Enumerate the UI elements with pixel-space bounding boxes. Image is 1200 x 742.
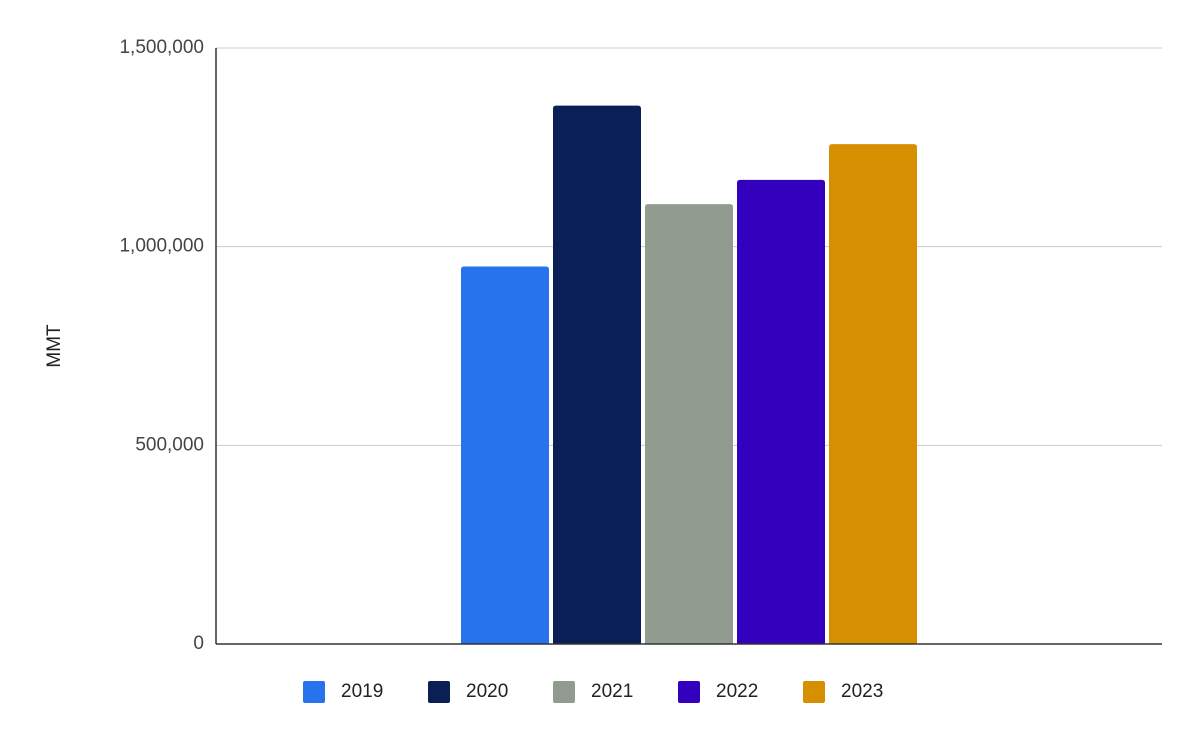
legend-swatch-2023	[803, 681, 825, 703]
legend-swatch-2020	[428, 681, 450, 703]
legend-swatch-2022	[678, 681, 700, 703]
y-tick-label: 0	[193, 633, 204, 654]
legend-swatch-2019	[303, 681, 325, 703]
y-tick-labels: 0 500,000 1,000,000 1,500,000	[119, 37, 204, 654]
legend: 2019 2020 2021 2022 2023	[303, 681, 883, 703]
legend-swatch-2021	[553, 681, 575, 703]
legend-label-2023: 2023	[841, 681, 883, 702]
y-tick-label: 500,000	[135, 434, 204, 455]
bar-2020	[553, 105, 641, 644]
bars	[461, 105, 917, 645]
y-tick-label: 1,000,000	[119, 236, 204, 257]
legend-label-2020: 2020	[466, 681, 508, 702]
bar-2021	[645, 204, 733, 645]
legend-label-2021: 2021	[591, 681, 633, 702]
y-axis-title: MMT	[44, 324, 65, 368]
bar-2022	[737, 179, 825, 644]
y-tick-label: 1,500,000	[119, 37, 204, 58]
bar-2019	[461, 266, 549, 644]
legend-label-2022: 2022	[716, 681, 758, 702]
bar-2023	[829, 144, 917, 644]
legend-label-2019: 2019	[341, 681, 383, 702]
